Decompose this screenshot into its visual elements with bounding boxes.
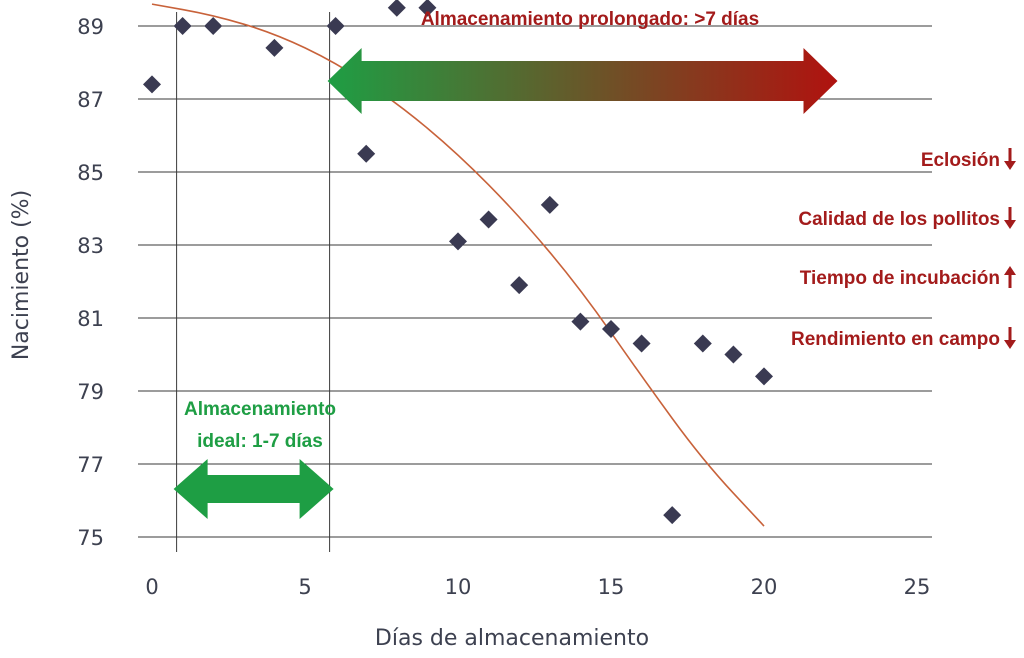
effects-list: Eclosión Calidad de los pollitos Tiempo de… [791,148,1016,350]
prolonged-storage-label: Almacenamiento prolongado: >7 días [421,9,759,30]
effect-label: Rendimiento en campo [791,329,1000,350]
ideal-storage-label-line1: Almacenamiento [184,399,336,420]
trendline [151,3,765,527]
data-point [173,17,192,35]
arrow-down-icon [1004,327,1016,349]
data-point [265,38,284,57]
y-tick-label: 85 [77,161,104,185]
data-point [449,232,467,251]
x-tick-label: 15 [598,575,625,599]
data-point [479,210,498,229]
data-points [143,0,773,525]
data-point [724,345,743,364]
data-point [204,17,223,35]
effect-label: Tiempo de incubación [800,268,1000,289]
ideal-storage-label-line2: ideal: 1-7 días [197,431,323,452]
ideal-storage-annotation: Almacenamiento ideal: 1-7 días [173,399,336,519]
x-axis-title: Días de almacenamiento [375,626,649,651]
data-point [571,312,590,331]
y-axis-title: Nacimiento (%) [9,190,34,360]
arrow-down-icon [1004,207,1016,229]
y-tick-label: 89 [77,15,104,39]
data-point [632,334,651,353]
y-tick-label: 83 [77,234,104,258]
data-point [357,144,376,163]
prolonged-storage-annotation: Almacenamiento prolongado: >7 días [327,9,838,114]
y-tick-label: 75 [77,526,104,550]
ideal-storage-arrow [173,459,334,519]
data-point [387,0,406,17]
x-tick-label: 0 [145,575,158,599]
effect-label: Calidad de los pollitos [798,209,1000,230]
y-tick-label: 81 [77,307,104,331]
x-tick-label: 20 [751,575,778,599]
data-point [663,506,682,525]
data-point [143,75,161,94]
data-point [540,195,559,214]
data-point [755,367,773,386]
arrow-up-icon [1004,266,1016,288]
grid-lines [138,25,932,538]
effect-label: Eclosión [921,150,1000,171]
prolonged-storage-arrow [327,48,838,114]
x-tick-labels: 0 5 10 15 20 25 [145,575,930,599]
data-point [602,319,620,338]
reference-lines [176,12,331,552]
data-point [418,0,437,17]
y-tick-labels: 7577798183858789919395 [77,15,104,550]
x-tick-label: 5 [298,575,311,599]
data-point [693,334,712,353]
y-tick-label: 77 [77,453,104,477]
x-tick-label: 25 [904,575,931,599]
arrow-down-icon [1004,148,1016,170]
y-tick-label: 79 [77,380,104,404]
data-point [326,17,345,35]
x-tick-label: 10 [445,575,472,599]
data-point [510,276,529,295]
y-tick-label: 87 [77,88,104,112]
